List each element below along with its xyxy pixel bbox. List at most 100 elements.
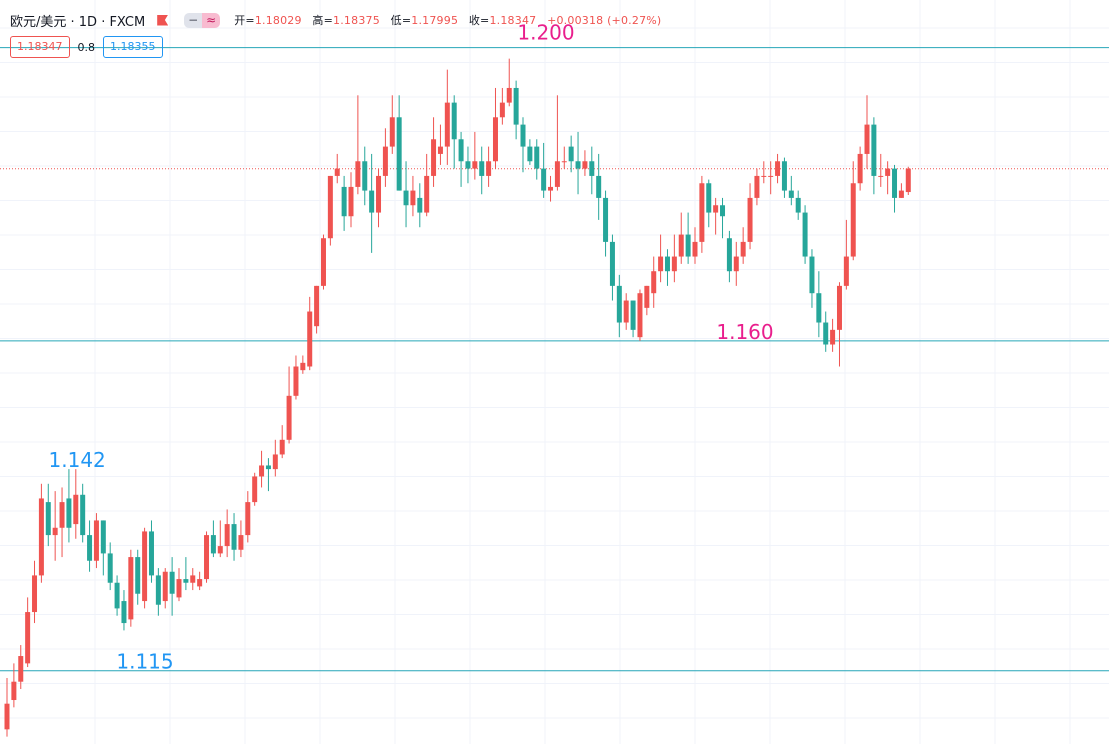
annotation-label: 1.142 <box>49 448 106 472</box>
candle <box>527 139 533 165</box>
high-value: 1.18375 <box>333 14 380 27</box>
indicator-toggle[interactable]: − ≈ <box>184 12 221 28</box>
flag-icon[interactable] <box>157 14 169 26</box>
candle <box>396 95 402 191</box>
candle <box>25 597 31 668</box>
candle <box>561 146 567 169</box>
candle <box>238 520 244 558</box>
candle-body <box>609 241 615 286</box>
candle-body <box>18 656 24 682</box>
candle <box>871 117 877 195</box>
candle <box>403 161 409 228</box>
candle <box>197 571 203 591</box>
candle <box>664 249 670 286</box>
candle-body <box>87 535 93 561</box>
minus-icon[interactable]: − <box>184 12 203 28</box>
candle <box>754 168 760 206</box>
candle <box>843 219 849 290</box>
candle <box>80 483 86 543</box>
candle <box>224 509 230 558</box>
candle-body <box>320 238 326 286</box>
candle-body <box>362 161 368 191</box>
candle-body <box>692 241 698 257</box>
candle <box>142 527 148 609</box>
candle <box>348 172 354 228</box>
candle <box>671 234 677 283</box>
candle-body <box>871 124 877 176</box>
candle <box>733 241 739 286</box>
candle <box>169 557 175 616</box>
candle-body <box>204 535 210 580</box>
candle-body <box>107 553 113 583</box>
candle <box>623 293 629 330</box>
candle <box>568 135 574 173</box>
candle-body <box>857 153 863 184</box>
candle <box>314 285 320 334</box>
wave-icon[interactable]: ≈ <box>202 12 221 28</box>
candle-body <box>479 161 485 176</box>
candle <box>630 300 636 338</box>
candle <box>210 520 216 558</box>
candle <box>417 183 423 228</box>
candle-body <box>885 168 891 176</box>
candle <box>644 285 650 316</box>
candle <box>678 212 684 264</box>
candle <box>479 146 485 195</box>
candle-body <box>293 366 299 396</box>
candle <box>100 520 106 576</box>
candle-body <box>155 575 161 605</box>
candle-body <box>369 190 375 213</box>
symbol-title[interactable]: 欧元/美元 · 1D · FXCM <box>10 14 146 30</box>
candle <box>410 175 416 217</box>
candle-body <box>431 139 437 176</box>
candle <box>148 520 154 583</box>
candle <box>499 87 505 125</box>
candle <box>706 179 712 228</box>
candle <box>775 153 781 184</box>
candle-body <box>781 161 787 191</box>
candle-body <box>637 293 643 338</box>
candle <box>747 183 753 250</box>
candle-body <box>121 601 127 624</box>
candle-body <box>245 502 251 536</box>
candle-body <box>279 439 285 455</box>
level-labels: 1.200 1.160 1.115 1.142 <box>49 21 774 674</box>
candle-body <box>589 161 595 176</box>
candle-body <box>348 186 354 217</box>
bid-button[interactable]: 1.18347 <box>10 36 70 58</box>
candle <box>857 146 863 191</box>
candle-body <box>802 212 808 257</box>
candle <box>685 212 691 264</box>
candle-body <box>905 168 911 193</box>
candles <box>4 58 911 737</box>
low-value: 1.17995 <box>411 14 459 27</box>
candle-body <box>623 300 629 323</box>
candle <box>864 95 870 169</box>
level-label: 1.200 <box>517 21 574 45</box>
candle <box>32 560 38 624</box>
candle <box>424 153 430 217</box>
candle <box>272 439 278 477</box>
candle <box>534 139 540 180</box>
candle-body <box>252 476 258 503</box>
level-label: 1.115 <box>116 650 173 674</box>
candle <box>18 645 24 690</box>
candle-body <box>314 285 320 327</box>
candle-body <box>492 117 498 162</box>
candle-body <box>548 186 554 191</box>
candle-body <box>176 579 182 598</box>
candle <box>892 164 898 213</box>
candle-body <box>265 465 271 470</box>
candle-body <box>596 175 602 198</box>
candle-body <box>499 102 505 118</box>
candle <box>795 190 801 220</box>
candle-body <box>616 285 622 323</box>
candle-body <box>169 571 175 594</box>
candle-body <box>733 256 739 272</box>
ask-button[interactable]: 1.18355 <box>103 36 163 58</box>
candle-body <box>644 285 650 308</box>
candle-body <box>775 161 781 176</box>
candle-body <box>582 161 588 169</box>
